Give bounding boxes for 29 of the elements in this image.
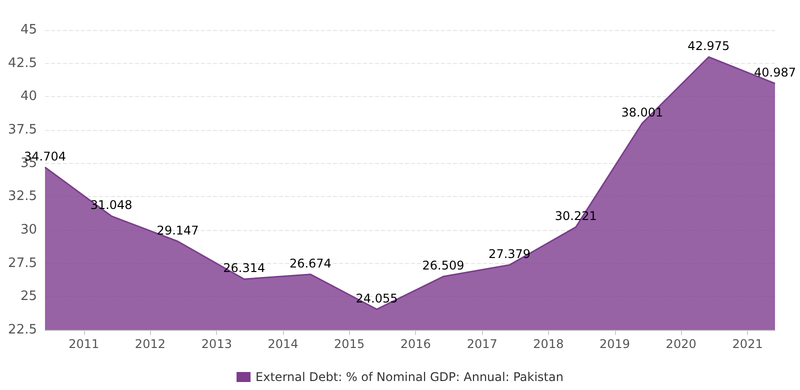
y-tick-label: 37.5 [8,122,37,138]
data-label: 26.674 [289,256,332,270]
data-label: 29.147 [156,223,199,238]
x-tick-label: 2019 [599,337,630,351]
data-label: 42.975 [688,39,730,53]
legend-label: External Debt: % of Nominal GDP: Annual: Pakistan [256,370,564,384]
x-tick-label: 2013 [201,337,232,351]
x-tick-label: 2012 [134,337,166,351]
data-label: 40.987 [754,66,796,80]
y-tick-label: 22.5 [8,322,37,338]
y-tick-label: 25 [20,289,37,304]
data-label: 26.509 [422,258,464,273]
x-tick-label: 2014 [268,337,298,351]
x-tick-label: 2020 [666,337,696,351]
y-tick-label: 45 [20,22,37,38]
x-tick-label: 2018 [533,337,564,351]
data-label: 24.055 [356,291,398,306]
x-tick-label: 2015 [334,337,365,351]
x-tick-label: 2017 [466,337,498,351]
x-tick-label: 2011 [68,337,100,351]
y-tick-label: 27.5 [8,256,37,271]
y-tick-label: 32.5 [8,189,37,204]
data-label: 27.379 [488,246,531,261]
data-label: 26.314 [223,261,266,276]
y-tick-label: 40 [20,89,37,104]
x-tick-label: 2021 [732,337,763,351]
y-tick-label: 30 [20,222,37,238]
x-tick-label: 2016 [400,337,431,351]
y-tick-label: 42.5 [8,56,37,71]
